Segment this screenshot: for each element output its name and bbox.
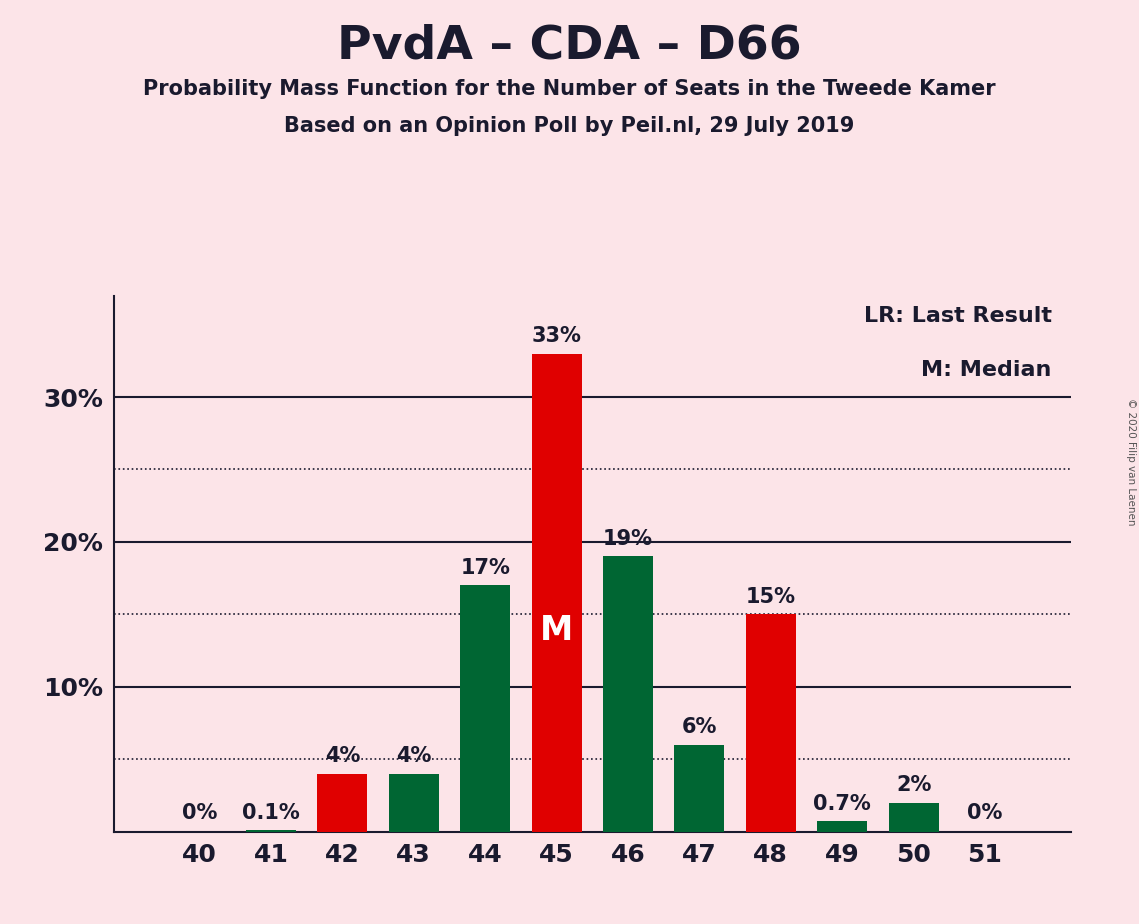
Text: 17%: 17% (460, 558, 510, 578)
Bar (388, 773, 439, 832)
Bar (746, 614, 796, 832)
Bar (603, 556, 653, 832)
Bar (674, 745, 724, 832)
Text: LR: Last Result: LR: Last Result (863, 307, 1051, 326)
Text: 33%: 33% (532, 326, 582, 346)
Text: LR: LR (605, 691, 652, 724)
Text: 0.1%: 0.1% (243, 803, 300, 823)
Bar (318, 773, 368, 832)
Text: 2%: 2% (896, 775, 932, 796)
Text: PvdA – CDA – D66: PvdA – CDA – D66 (337, 23, 802, 68)
Bar (246, 830, 296, 832)
Text: 15%: 15% (746, 587, 796, 607)
Text: 0%: 0% (967, 803, 1002, 823)
Text: 4%: 4% (396, 747, 432, 766)
Text: 19%: 19% (603, 529, 653, 549)
Text: © 2020 Filip van Laenen: © 2020 Filip van Laenen (1126, 398, 1136, 526)
Text: 6%: 6% (682, 717, 718, 737)
Text: 0.7%: 0.7% (813, 795, 871, 814)
Bar (888, 803, 939, 832)
Bar (532, 354, 582, 832)
Text: Probability Mass Function for the Number of Seats in the Tweede Kamer: Probability Mass Function for the Number… (144, 79, 995, 99)
Text: M: M (540, 614, 573, 648)
Bar (460, 586, 510, 832)
Bar (817, 821, 867, 832)
Text: 0%: 0% (182, 803, 218, 823)
Text: Based on an Opinion Poll by Peil.nl, 29 July 2019: Based on an Opinion Poll by Peil.nl, 29 … (285, 116, 854, 136)
Text: 4%: 4% (325, 747, 360, 766)
Text: M: Median: M: Median (921, 360, 1051, 380)
